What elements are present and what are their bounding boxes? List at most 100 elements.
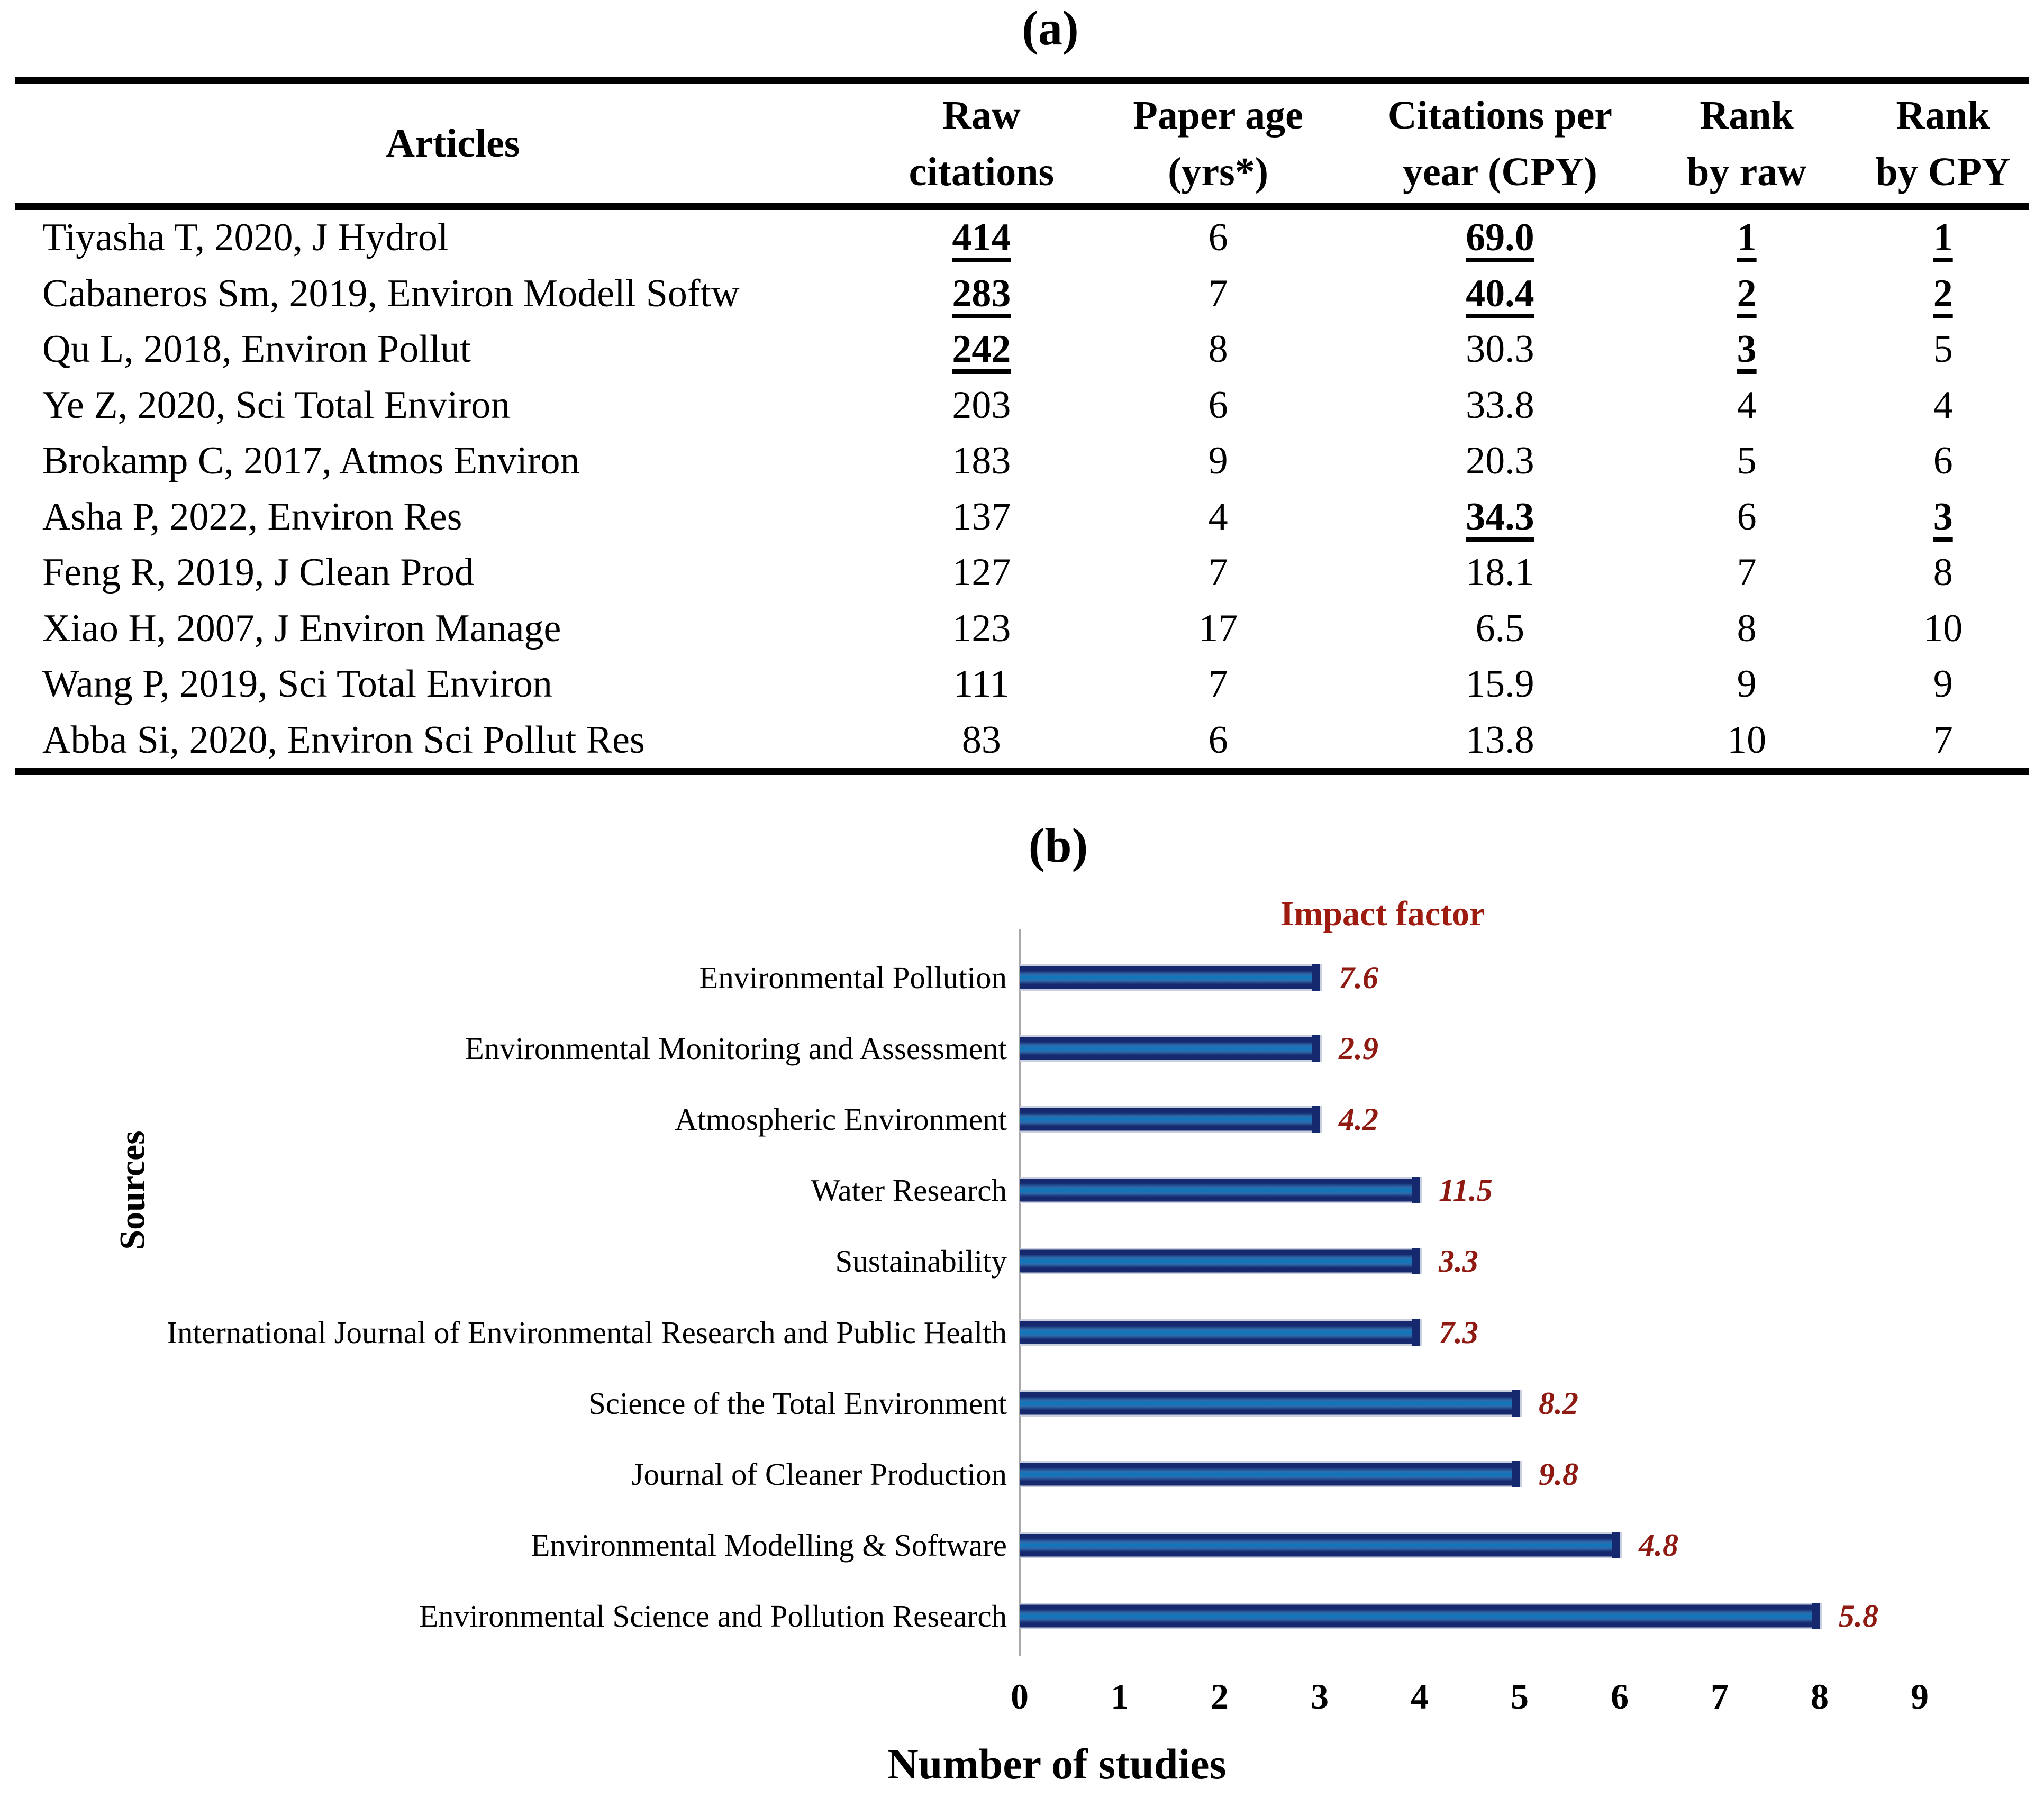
chart-row: Atmospheric Environment 4.2 (0, 1084, 2044, 1155)
table-row: Asha P, 2022, Environ Res 137 4 34.3 6 3 (15, 489, 2029, 545)
table-header-text: by raw (1687, 149, 1807, 194)
impact-factor-value: 4.8 (1639, 1527, 1678, 1563)
x-tick-label: 5 (1511, 1676, 1529, 1717)
cell-rank-by-cpy: 10 (1923, 606, 1963, 650)
chart-row: Environmental Modelling & Software 4.8 (0, 1510, 2044, 1581)
cell-rank-by-raw: 9 (1737, 662, 1757, 706)
impact-factor-value: 5.8 (1839, 1598, 1878, 1633)
cell-rank-by-cpy: 1 (1933, 216, 1953, 260)
table-header-cell: Rank by raw (1636, 87, 1858, 200)
cell-citations-per-year: 6.5 (1475, 606, 1525, 650)
cell-paper-age: 17 (1198, 606, 1238, 650)
x-tick-label: 9 (1911, 1676, 1929, 1717)
cell-rank-by-raw: 2 (1737, 271, 1757, 315)
cell-paper-age: 6 (1208, 383, 1228, 427)
cell-article: Ye Z, 2020, Sci Total Environ (42, 383, 511, 427)
chart-row: Sustainability 3.3 (0, 1226, 2044, 1297)
table-header-text: Raw (942, 93, 1021, 138)
cell-raw-citations: 137 (952, 495, 1011, 539)
table-header-cell: Articles (15, 115, 891, 171)
cell-citations-per-year: 20.3 (1466, 439, 1534, 483)
table-row: Wang P, 2019, Sci Total Environ 111 7 15.9 9… (15, 656, 2029, 713)
journal-label: Sustainability (835, 1243, 1007, 1279)
cell-rank-by-cpy: 7 (1933, 718, 1953, 762)
cell-citations-per-year: 34.3 (1466, 495, 1534, 539)
x-axis-title: Number of studies (887, 1740, 1227, 1788)
cell-article: Brokamp C, 2017, Atmos Environ (42, 439, 580, 483)
cell-raw-citations: 83 (961, 718, 1001, 762)
cell-article: Feng R, 2019, J Clean Prod (42, 551, 475, 595)
cell-citations-per-year: 69.0 (1466, 216, 1534, 260)
table-header-text: Articles (386, 121, 520, 166)
chart-row: Environmental Science and Pollution Rese… (0, 1581, 2044, 1651)
studies-bar (1020, 1532, 1620, 1558)
studies-bar (1020, 1319, 1420, 1346)
cell-article: Wang P, 2019, Sci Total Environ (42, 662, 552, 706)
journal-label: Water Research (811, 1172, 1007, 1208)
journal-label: International Journal of Environmental R… (167, 1315, 1007, 1350)
cell-raw-citations: 111 (953, 662, 1010, 706)
cell-rank-by-raw: 4 (1737, 383, 1757, 427)
journal-label: Atmospheric Environment (675, 1101, 1007, 1137)
studies-bar (1020, 1248, 1420, 1274)
cell-article: Cabaneros Sm, 2019, Environ Modell Softw (42, 271, 740, 315)
table-header-text: citations (909, 149, 1055, 194)
cell-paper-age: 6 (1208, 718, 1228, 762)
cell-article: Qu L, 2018, Environ Pollut (42, 327, 471, 371)
cell-rank-by-raw: 7 (1737, 551, 1757, 595)
cell-rank-by-cpy: 8 (1933, 551, 1953, 595)
cell-paper-age: 4 (1208, 495, 1228, 539)
chart-row: Environmental Pollution 7.6 (0, 942, 2044, 1013)
impact-factor-value: 7.3 (1439, 1315, 1478, 1350)
journal-label: Environmental Modelling & Software (531, 1527, 1007, 1563)
x-tick-label: 3 (1311, 1676, 1329, 1717)
impact-factor-value: 9.8 (1539, 1456, 1578, 1492)
cell-raw-citations: 242 (952, 327, 1011, 371)
studies-bar (1020, 1603, 1820, 1629)
cell-citations-per-year: 40.4 (1466, 271, 1534, 315)
cell-raw-citations: 127 (952, 551, 1011, 595)
table-row: Feng R, 2019, J Clean Prod 127 7 18.1 7 8 (15, 545, 2029, 601)
x-tick-label: 6 (1611, 1676, 1629, 1717)
studies-bar (1020, 964, 1320, 991)
impact-factor-value: 4.2 (1339, 1101, 1378, 1137)
cell-paper-age: 8 (1208, 327, 1228, 371)
table-header-text: year (CPY) (1402, 149, 1597, 194)
cell-article: Asha P, 2022, Environ Res (42, 495, 462, 539)
panel-a-label: (a) (1022, 1, 1079, 55)
table-body: Tiyasha T, 2020, J Hydrol 414 6 69.0 1 1 Caban… (15, 210, 2029, 768)
impact-factor-value: 11.5 (1439, 1172, 1493, 1208)
journal-label: Journal of Cleaner Production (631, 1456, 1007, 1492)
cell-rank-by-raw: 3 (1737, 327, 1757, 371)
chart-row: Environmental Monitoring and Assessment 2… (0, 1013, 2044, 1084)
cell-paper-age: 9 (1208, 439, 1228, 483)
cell-rank-by-cpy: 9 (1933, 662, 1953, 706)
studies-bar (1020, 1106, 1320, 1133)
y-axis-line (1019, 929, 1021, 1656)
y-axis-title: Sources (112, 1130, 152, 1250)
table-header-cell: Raw citations (891, 87, 1073, 200)
table-header-cell: Citations per year (CPY) (1364, 87, 1636, 200)
cell-paper-age: 7 (1208, 662, 1228, 706)
cell-paper-age: 7 (1208, 271, 1228, 315)
impact-factor-title: Impact factor (1280, 895, 1485, 933)
table-row: Abba Si, 2020, Environ Sci Pollut Res 83 6… (15, 713, 2029, 769)
x-tick-label: 2 (1211, 1676, 1229, 1717)
cell-rank-by-raw: 10 (1727, 718, 1767, 762)
studies-bar (1020, 1177, 1420, 1203)
x-tick-label: 1 (1111, 1676, 1129, 1717)
cell-citations-per-year: 33.8 (1466, 383, 1534, 427)
impact-factor-value: 8.2 (1539, 1385, 1578, 1421)
cell-rank-by-cpy: 6 (1933, 439, 1953, 483)
cell-rank-by-cpy: 2 (1933, 271, 1953, 315)
cell-article: Abba Si, 2020, Environ Sci Pollut Res (42, 718, 645, 762)
x-axis-ticks: 0 1 2 3 4 5 6 7 8 9 (1011, 1676, 1972, 1723)
table-row: Xiao H, 2007, J Environ Manage 123 17 6.5 8 1… (15, 601, 2029, 657)
table-row: Brokamp C, 2017, Atmos Environ 183 9 20.3 5 6 (15, 433, 2029, 489)
table-header-text: Paper age (1133, 93, 1303, 138)
impact-factor-value: 7.6 (1339, 960, 1378, 995)
x-tick-label: 8 (1811, 1676, 1829, 1717)
cell-paper-age: 6 (1208, 216, 1228, 260)
cell-rank-by-cpy: 4 (1933, 383, 1953, 427)
chart-row: Journal of Cleaner Production 9.8 (0, 1439, 2044, 1510)
